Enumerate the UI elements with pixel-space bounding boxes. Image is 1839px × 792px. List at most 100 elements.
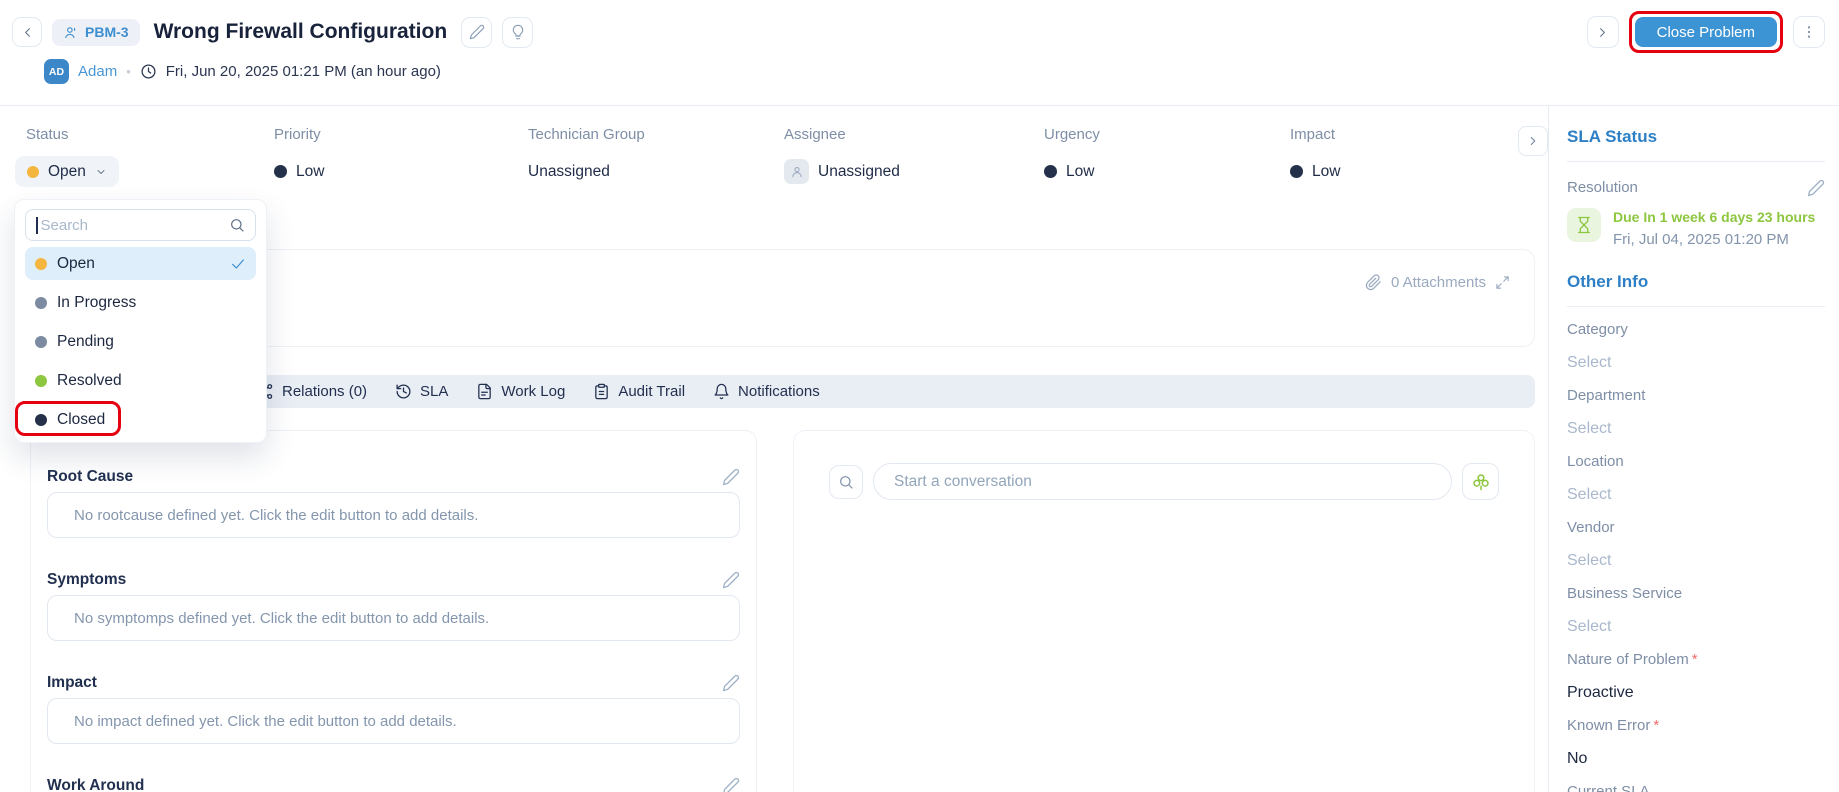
section-title: Work Around (47, 777, 145, 792)
attachments-count[interactable]: 0 Attachments (1390, 274, 1486, 291)
sidebar-field-location: Location Select (1567, 452, 1825, 506)
expand-icon[interactable] (1495, 275, 1510, 290)
edit-resolution-button[interactable] (1807, 179, 1825, 197)
attachments-row: 0 Attachments (1365, 274, 1510, 291)
field-label: Impact (1290, 126, 1336, 143)
business-service-select[interactable]: Select (1567, 618, 1612, 635)
history-icon (395, 383, 412, 400)
field-assignee: Assignee Unassigned (784, 125, 900, 187)
search-icon (229, 217, 245, 233)
right-sidebar: SLA Status Resolution Due In 1 week 6 da… (1549, 0, 1839, 792)
collapse-sidebar-button[interactable] (1518, 126, 1548, 156)
conversation-card: Start a conversation (793, 430, 1535, 792)
lightbulb-icon (510, 24, 526, 40)
status-search-input[interactable]: Search (25, 209, 256, 241)
technician-group-value[interactable]: Unassigned (528, 162, 610, 180)
sidebar-field-business-service: Business Service Select (1567, 584, 1825, 638)
chevron-down-icon (95, 166, 107, 178)
author-link[interactable]: Adam (78, 63, 118, 80)
tab-sla[interactable]: SLA (395, 383, 448, 400)
resolution-due-block: Due In 1 week 6 days 23 hours Fri, Jul 0… (1567, 208, 1825, 248)
text-caret (36, 216, 38, 234)
location-select[interactable]: Select (1567, 486, 1612, 503)
conversation-input[interactable]: Start a conversation (873, 463, 1452, 500)
status-option-resolved[interactable]: Resolved (25, 364, 256, 397)
edit-impact-button[interactable] (722, 674, 740, 692)
due-date: Fri, Jul 04, 2025 01:20 PM (1613, 231, 1789, 248)
status-dropdown-trigger[interactable]: Open (15, 156, 119, 187)
search-icon (838, 474, 854, 490)
department-select[interactable]: Select (1567, 420, 1612, 437)
next-record-button[interactable] (1586, 16, 1619, 48)
edit-root-cause-button[interactable] (722, 468, 740, 486)
top-bar-actions: Close Problem (1586, 11, 1825, 53)
other-info-title: Other Info (1567, 272, 1649, 291)
assignee-value[interactable]: Unassigned (784, 156, 900, 187)
status-value: Open (48, 162, 86, 180)
pencil-icon (469, 24, 485, 40)
sidebar-divider (1548, 105, 1549, 792)
category-select[interactable]: Select (1567, 354, 1612, 371)
annotation-close-button: Close Problem (1628, 11, 1783, 53)
status-option-open[interactable]: Open (25, 247, 256, 280)
ticket-id: PBM-3 (85, 24, 129, 40)
header-divider (0, 105, 1839, 106)
option-dot (35, 257, 47, 270)
known-error-value[interactable]: No (1567, 750, 1588, 767)
section-root-cause: Root Cause No rootcause defined yet. Cli… (47, 467, 740, 538)
field-label: Urgency (1044, 126, 1100, 143)
status-option-pending[interactable]: Pending (25, 325, 256, 358)
ticket-id-badge: PBM-3 (52, 18, 140, 46)
nature-of-problem-value[interactable]: Proactive (1567, 684, 1634, 701)
insights-button[interactable] (502, 16, 534, 48)
section-work-around: Work Around (47, 776, 740, 792)
divider (1567, 306, 1825, 307)
sidebar-field-known-error: Known Error * No (1567, 716, 1825, 770)
back-button[interactable] (12, 17, 42, 47)
field-technician-group: Technician Group Unassigned (528, 125, 645, 187)
required-asterisk: * (1691, 651, 1698, 668)
urgency-value[interactable]: Low (1044, 156, 1100, 187)
edit-work-around-button[interactable] (722, 777, 740, 792)
field-priority: Priority Low (274, 125, 324, 187)
paperclip-icon (1365, 274, 1382, 291)
kebab-menu-icon (1801, 24, 1817, 40)
section-title: Impact (47, 674, 97, 691)
field-label: Status (26, 126, 69, 143)
canned-response-button[interactable] (1462, 463, 1499, 500)
tab-notifications[interactable]: Notifications (713, 383, 820, 400)
worklog-file-icon (476, 383, 493, 400)
tab-work-log[interactable]: Work Log (476, 383, 565, 400)
due-in-text: Due In 1 week 6 days 23 hours (1613, 209, 1816, 225)
impact-value[interactable]: Low (1290, 156, 1340, 187)
search-placeholder: Search (40, 216, 89, 234)
impact-dot (1290, 165, 1303, 178)
chevron-right-icon (1595, 25, 1610, 40)
close-problem-button[interactable]: Close Problem (1634, 17, 1777, 47)
person-icon (63, 25, 78, 40)
edit-title-button[interactable] (461, 16, 493, 48)
edit-symptoms-button[interactable] (722, 571, 740, 589)
vendor-select[interactable]: Select (1567, 552, 1612, 569)
impact-placeholder-box: No impact defined yet. Click the edit bu… (47, 698, 740, 744)
tab-audit-trail[interactable]: Audit Trail (593, 383, 685, 400)
divider (1567, 161, 1825, 162)
tabs-bar: Relations (0) SLA Work Log Audit Trail N… (26, 375, 1535, 408)
more-actions-button[interactable] (1793, 16, 1825, 48)
option-dot (35, 374, 47, 387)
status-option-in-progress[interactable]: In Progress (25, 286, 256, 319)
chevron-right-icon (1526, 134, 1540, 148)
clock-icon (140, 63, 157, 80)
unassigned-person-icon (784, 159, 809, 184)
byline-separator: • (126, 64, 131, 79)
byline: AD Adam • Fri, Jun 20, 2025 01:21 PM (an… (44, 59, 441, 84)
conversation-placeholder: Start a conversation (894, 472, 1032, 490)
priority-value[interactable]: Low (274, 156, 324, 187)
status-option-closed[interactable]: Closed (25, 403, 256, 436)
problem-details-card: Root Cause No rootcause defined yet. Cli… (30, 430, 757, 792)
conversation-search-button[interactable] (829, 464, 863, 499)
section-impact: Impact No impact defined yet. Click the … (47, 673, 740, 744)
field-label: Technician Group (528, 126, 645, 143)
check-icon (230, 256, 246, 272)
tab-relations[interactable]: Relations (0) (257, 383, 367, 400)
